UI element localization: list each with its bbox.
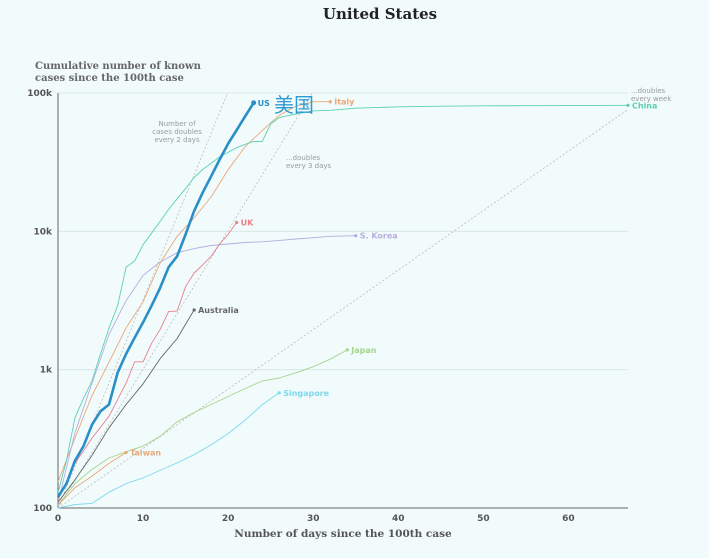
doubling-label-2d-line1: Number of — [158, 120, 196, 128]
series-line-taiwan — [57, 452, 127, 506]
series-line-china — [57, 104, 629, 493]
doubling-label-7d-line2: every week — [631, 95, 672, 103]
x-tick-label-30: 30 — [307, 514, 320, 524]
series-label-us: US — [258, 99, 270, 108]
us-chinese-label: 美国 — [274, 93, 314, 117]
y-axis-label-line1: Cumulative number of known — [35, 61, 202, 72]
series-label-uk: UK — [241, 218, 254, 227]
series-line-australia — [57, 309, 195, 503]
series-label-china: China — [632, 101, 657, 110]
series-line-uk — [57, 222, 238, 500]
doubling-label-2d-line2: cases doubles — [152, 128, 202, 136]
series-label-italy: Italy — [334, 98, 355, 107]
series-endpoint-uk — [235, 220, 239, 225]
series-label-s-korea: S. Korea — [360, 232, 398, 241]
series-labels: Italy China S. Korea UK Australia Japan Taiwan… — [130, 98, 657, 458]
series-endpoint-us — [251, 100, 257, 106]
series-line-italy — [57, 101, 331, 482]
series-endpoint-japan — [345, 348, 349, 352]
series-line-us — [56, 102, 255, 498]
x-tick-label-10: 10 — [137, 514, 150, 524]
series-endpoint-italy — [328, 100, 332, 104]
series-label-japan: Japan — [350, 346, 377, 355]
doubling-label-3d-line2: every 3 days — [286, 162, 332, 170]
x-axis-label: Number of days since the 100th case — [234, 528, 452, 540]
series-endpoint-singapore — [277, 391, 281, 395]
y-tick-label-100: 100 — [33, 504, 52, 514]
x-tick-label-20: 20 — [222, 514, 235, 524]
x-tick-label-0: 0 — [55, 514, 61, 524]
series-label-singapore: Singapore — [283, 389, 329, 398]
doubling-line-2d — [57, 92, 228, 509]
series-endpoint-australia — [192, 308, 196, 312]
series-line-japan — [57, 349, 348, 506]
series-label-taiwan: Taiwan — [130, 448, 161, 457]
series-line-singapore — [57, 392, 280, 509]
series-endpoint-s-korea — [354, 234, 358, 238]
y-tick-label-10k: 10k — [33, 227, 53, 237]
x-tick-label-40: 40 — [392, 514, 405, 524]
series-layer — [56, 100, 630, 509]
y-axis-label-line2: cases since the 100th case — [35, 73, 184, 84]
doubling-label-7d-line1: ...doubles — [631, 87, 666, 95]
series-label-australia: Australia — [198, 306, 239, 315]
doubling-line-3d — [57, 92, 313, 509]
chart-title: United States — [323, 5, 437, 23]
doubling-label-2d-line3: every 2 days — [154, 136, 200, 144]
x-tick-label-60: 60 — [562, 514, 575, 524]
x-tick-label-50: 50 — [477, 514, 490, 524]
series-endpoint-china — [626, 103, 630, 107]
y-tick-label-1k: 1k — [40, 366, 53, 376]
series-line-s-korea — [57, 235, 356, 503]
doubling-label-3d-line1: ...doubles — [286, 154, 321, 162]
y-tick-label-100k: 100k — [27, 89, 53, 99]
grid-layer: 100 1k 10k 100k 0 10 20 30 40 50 60 — [27, 89, 628, 524]
series-endpoint-taiwan — [124, 450, 128, 455]
